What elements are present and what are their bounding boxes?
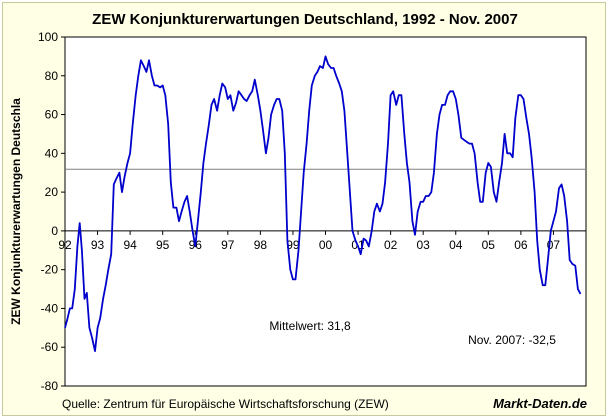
chart-title: ZEW Konjunkturerwartungen Deutschland, 1… <box>92 11 518 28</box>
x-tick-label: 02 <box>384 238 398 252</box>
x-tick-label: 95 <box>156 238 170 252</box>
y-tick-label: 100 <box>38 30 58 44</box>
y-tick-label: 20 <box>45 185 59 199</box>
brand-label: Markt-Daten.de <box>493 396 587 411</box>
y-tick-label: 80 <box>45 69 59 83</box>
x-tick-label: 92 <box>58 238 72 252</box>
y-tick-label: -40 <box>41 301 59 315</box>
mean-value-label: Mittelwert: 31,8 <box>269 319 351 333</box>
y-tick-label: -60 <box>41 340 59 354</box>
x-tick-label: 05 <box>482 238 496 252</box>
y-tick-label: 60 <box>45 108 59 122</box>
x-tick-label: 06 <box>514 238 528 252</box>
last-value-label: Nov. 2007: -32,5 <box>468 333 556 347</box>
x-tick-label: 99 <box>286 238 300 252</box>
x-tick-label: 98 <box>254 238 268 252</box>
y-axis: -80 -60 -40 -20 0 20 40 60 80 100 <box>38 30 65 393</box>
x-tick-label: 00 <box>319 238 333 252</box>
x-tick-label: 94 <box>123 238 137 252</box>
y-tick-label: -80 <box>41 379 59 393</box>
source-note: Quelle: Zentrum für Europäische Wirtscha… <box>62 397 389 411</box>
x-tick-label: 97 <box>221 238 235 252</box>
plot-area <box>64 36 587 387</box>
y-axis-label: ZEW Konjunkturerwartungen Deutschla <box>9 98 23 325</box>
y-tick-label: 0 <box>51 224 58 238</box>
y-tick-label: 40 <box>45 146 59 160</box>
x-tick-label: 04 <box>449 238 463 252</box>
x-tick-label: 93 <box>91 238 105 252</box>
series-line <box>64 55 582 352</box>
x-axis: 92 93 94 95 96 97 98 99 00 01 02 03 04 05 06 07 <box>58 230 587 252</box>
y-tick-label: -20 <box>41 263 59 277</box>
x-tick-label: 03 <box>417 238 431 252</box>
